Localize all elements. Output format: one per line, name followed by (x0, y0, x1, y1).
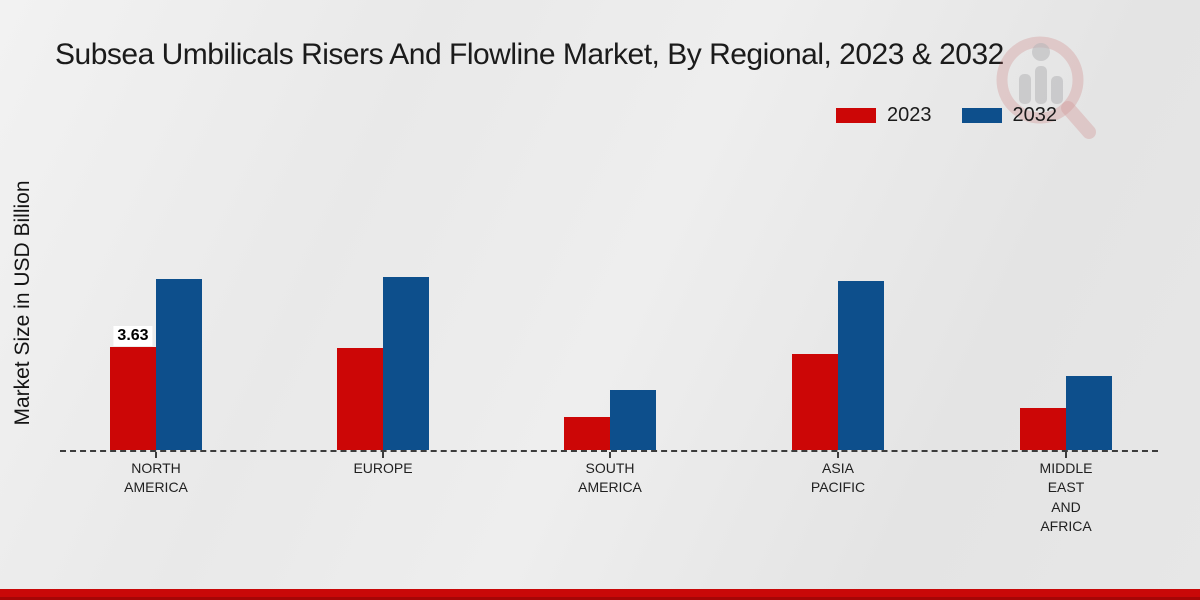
category-label: EUROPE (353, 460, 413, 476)
bar-2023-4 (1020, 408, 1066, 450)
x-axis-baseline (60, 450, 1158, 452)
market-research-logo-watermark (996, 36, 1096, 139)
bar-2023-1 (337, 348, 383, 450)
category-label: SOUTH AMERICA (578, 460, 642, 496)
x-axis-tick (1065, 452, 1067, 458)
category-label: ASIA PACIFIC (810, 460, 866, 496)
category-label: MIDDLE EAST AND AFRICA (1039, 460, 1093, 534)
legend-label: 2023 (887, 104, 932, 126)
x-axis-tick (155, 452, 157, 458)
legend-label: 2032 (1012, 104, 1058, 126)
bar-2032-0 (156, 279, 202, 450)
bar-2023-0 (110, 347, 156, 450)
bar-value-label: 3.63 (113, 326, 153, 346)
x-axis-tick (382, 452, 384, 458)
bar-2032-1 (383, 277, 429, 450)
footer-accent-bar (0, 589, 1200, 600)
legend: 2023 2032 (836, 104, 1057, 127)
bar-2032-2 (610, 390, 656, 450)
legend-swatch (961, 108, 1002, 123)
legend-item-2023: 2023 (836, 104, 932, 127)
legend-item-2032: 2032 (961, 104, 1058, 127)
chart-title: Subsea Umbilicals Risers And Flowline Ma… (55, 38, 1004, 71)
bar-2032-3 (838, 281, 884, 450)
bar-2023-2 (564, 417, 610, 450)
bar-2032-4 (1066, 376, 1112, 450)
x-axis-tick (609, 452, 611, 458)
legend-swatch (836, 108, 876, 123)
category-label: NORTH AMERICA (124, 460, 188, 496)
x-axis-tick (837, 452, 839, 458)
bar-2023-3 (792, 354, 838, 450)
